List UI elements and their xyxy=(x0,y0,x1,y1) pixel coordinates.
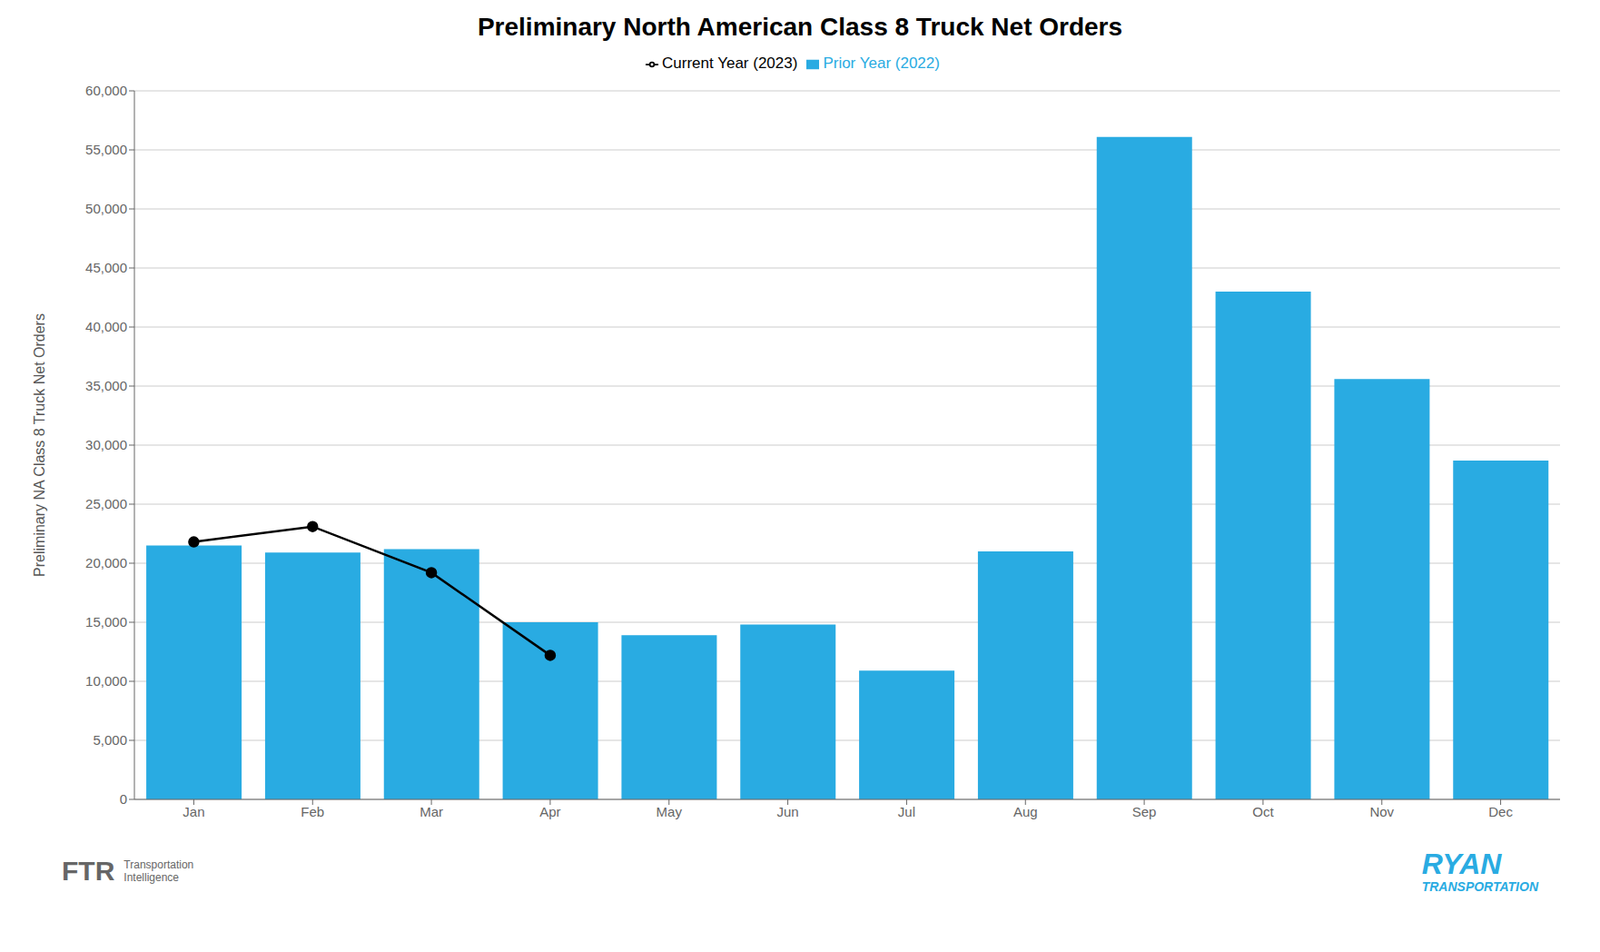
html-text:FTR: FTR xyxy=(61,855,115,886)
html-text:Current Year (2023): Current Year (2023) xyxy=(662,54,798,72)
html-text:TRANSPORTATION: TRANSPORTATION xyxy=(1421,879,1539,894)
html-text:Intelligence: Intelligence xyxy=(123,871,179,884)
svg-text:55,000: 55,000 xyxy=(85,141,128,158)
svg-text:25,000: 25,000 xyxy=(85,495,128,512)
svg-text:Nov: Nov xyxy=(1369,803,1394,820)
svg-text:Dec: Dec xyxy=(1488,803,1513,820)
svg-text:Sep: Sep xyxy=(1132,803,1157,820)
svg-text:20,000: 20,000 xyxy=(85,554,128,571)
svg-text:Jun: Jun xyxy=(776,803,799,820)
svg-text:45,000: 45,000 xyxy=(85,259,128,276)
svg-text:40,000: 40,000 xyxy=(85,318,128,335)
svg-text:5,000: 5,000 xyxy=(92,731,128,748)
svg-text:Jul: Jul xyxy=(898,803,916,820)
html-text:RYAN: RYAN xyxy=(1421,847,1502,880)
html-text:Prior Year (2022): Prior Year (2022) xyxy=(823,54,940,72)
svg-text:Oct: Oct xyxy=(1252,803,1275,820)
svg-text:Aug: Aug xyxy=(1013,803,1038,820)
svg-text:Mar: Mar xyxy=(419,803,444,820)
svg-text:15,000: 15,000 xyxy=(85,613,128,630)
svg-text:10,000: 10,000 xyxy=(85,672,128,689)
svg-text:May: May xyxy=(656,803,683,820)
svg-text:60,000: 60,000 xyxy=(85,82,128,99)
svg-text:Apr: Apr xyxy=(539,803,561,820)
svg-text:Jan: Jan xyxy=(182,803,205,820)
svg-text:30,000: 30,000 xyxy=(85,436,128,453)
svg-text:0: 0 xyxy=(119,790,128,807)
html-text:Transportation: Transportation xyxy=(123,858,194,872)
html-text:Preliminary North American Cla: Preliminary North American Class 8 Truck… xyxy=(477,12,1123,41)
svg-text:Preliminary NA Class 8 Truck N: Preliminary NA Class 8 Truck Net Orders xyxy=(31,313,48,577)
svg-text:50,000: 50,000 xyxy=(85,200,128,217)
svg-text:Feb: Feb xyxy=(300,803,325,820)
svg-text:35,000: 35,000 xyxy=(85,377,128,394)
